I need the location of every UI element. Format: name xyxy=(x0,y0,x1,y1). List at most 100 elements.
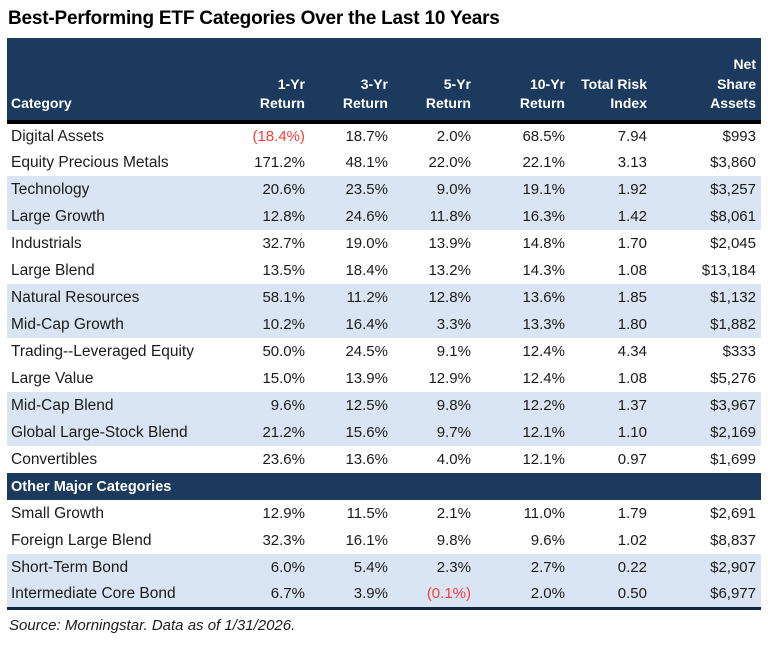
column-header-3-yr-return: 3-Yr Return xyxy=(310,38,393,124)
cell-total-risk-index: 1.10 xyxy=(570,419,652,446)
etf-performance-table: Category 1-Yr Return 3-Yr Return 5-Yr Return 1… xyxy=(7,38,761,610)
cell-category: Trading--Leveraged Equity xyxy=(11,342,194,360)
cell-3yr-return: 16.1% xyxy=(345,532,388,549)
cell-10yr-return: 14.3% xyxy=(522,262,565,279)
cell-1yr-return: 6.7% xyxy=(232,581,310,608)
cell-10yr-return: 2.7% xyxy=(476,554,570,581)
cell-net-share-assets: $2,907 xyxy=(652,554,761,581)
cell-net-share-assets: $1,882 xyxy=(652,311,761,338)
cell-3yr-return: 24.6% xyxy=(310,203,393,230)
table-row: Intermediate Core Bond 6.7% 3.9% (0.1%) 2.0%… xyxy=(7,581,761,608)
table-row: Foreign Large Blend 32.3% 16.1% 9.8% 9.6% 1.0… xyxy=(7,527,761,554)
cell-1yr-return: 6.0% xyxy=(232,554,310,581)
table-row: Technology 20.6% 23.5% 9.0% 19.1% 1.92 $3,257 xyxy=(7,176,761,203)
cell-category: Digital Assets xyxy=(11,127,105,145)
content: Best-Performing ETF Categories Over the … xyxy=(7,8,761,634)
cell-category: Large Growth xyxy=(7,203,232,230)
cell-total-risk-index: 1.02 xyxy=(617,532,647,549)
cell-1yr-return: 10.2% xyxy=(232,311,310,338)
cell-1yr-return: 20.6% xyxy=(232,176,310,203)
cell-net-share-assets: $333 xyxy=(722,343,756,360)
column-header-net-share-assets: Net Share Assets xyxy=(652,38,761,124)
cell-10yr-return: 12.4% xyxy=(522,343,565,360)
cell-3yr-return: 5.4% xyxy=(310,554,393,581)
table-row: Small Growth 12.9% 11.5% 2.1% 11.0% 1.79 $2,69… xyxy=(7,500,761,527)
table-row: Natural Resources 58.1% 11.2% 12.8% 13.6% 1.8… xyxy=(7,284,761,311)
cell-total-risk-index: 1.80 xyxy=(570,311,652,338)
cell-5yr-return: 9.7% xyxy=(393,419,476,446)
cell-3yr-return: 18.7% xyxy=(345,128,388,145)
cell-3yr-return: 48.1% xyxy=(345,154,388,171)
cell-5yr-return: (0.1%) xyxy=(393,581,476,608)
cell-category: Mid-Cap Growth xyxy=(7,311,232,338)
cell-5yr-return: 2.1% xyxy=(436,505,471,522)
cell-category: Convertibles xyxy=(11,450,98,468)
column-header-1-yr-return: 1-Yr Return xyxy=(232,38,310,124)
cell-1yr-return: 32.7% xyxy=(262,235,305,252)
cell-1yr-return: 13.5% xyxy=(262,262,305,279)
cell-5yr-return: 9.1% xyxy=(436,343,471,360)
cell-total-risk-index: 1.42 xyxy=(570,203,652,230)
cell-5yr-return: 13.9% xyxy=(428,235,471,252)
cell-category: Small Growth xyxy=(11,504,105,522)
cell-1yr-return: 12.9% xyxy=(262,505,305,522)
cell-category: Natural Resources xyxy=(7,284,232,311)
table-row: Large Growth 12.8% 24.6% 11.8% 16.3% 1.42 $8,0… xyxy=(7,203,761,230)
cell-3yr-return: 19.0% xyxy=(345,235,388,252)
cell-10yr-return: 13.3% xyxy=(476,311,570,338)
cell-3yr-return: 18.4% xyxy=(345,262,388,279)
cell-1yr-return: 171.2% xyxy=(254,154,305,171)
cell-net-share-assets: $2,691 xyxy=(710,505,756,522)
cell-10yr-return: 68.5% xyxy=(522,128,565,145)
cell-net-share-assets: $6,977 xyxy=(652,581,761,608)
section-header-row: Other Major Categories xyxy=(7,473,761,500)
cell-total-risk-index: 1.08 xyxy=(617,262,647,279)
cell-total-risk-index: 1.08 xyxy=(617,370,647,387)
cell-net-share-assets: $3,860 xyxy=(710,154,756,171)
table-row: Equity Precious Metals 171.2% 48.1% 22.0% 22… xyxy=(7,149,761,176)
cell-3yr-return: 11.2% xyxy=(310,284,393,311)
table-row: Convertibles 23.6% 13.6% 4.0% 12.1% 0.97 $1,69… xyxy=(7,446,761,473)
table-row: Short-Term Bond 6.0% 5.4% 2.3% 2.7% 0.22 $2,90… xyxy=(7,554,761,581)
cell-net-share-assets: $993 xyxy=(722,128,756,145)
cell-total-risk-index: 0.97 xyxy=(617,451,647,468)
cell-total-risk-index: 1.37 xyxy=(570,392,652,419)
cell-net-share-assets: $5,276 xyxy=(710,370,756,387)
cell-5yr-return: 9.8% xyxy=(436,532,471,549)
cell-10yr-return: 19.1% xyxy=(476,176,570,203)
cell-10yr-return: 12.1% xyxy=(522,451,565,468)
cell-3yr-return: 24.5% xyxy=(345,343,388,360)
cell-5yr-return: 12.9% xyxy=(428,370,471,387)
table-row: Mid-Cap Blend 9.6% 12.5% 9.8% 12.2% 1.37 $3,96… xyxy=(7,392,761,419)
cell-1yr-return: 21.2% xyxy=(232,419,310,446)
cell-category: Intermediate Core Bond xyxy=(7,581,232,608)
cell-5yr-return: 2.3% xyxy=(393,554,476,581)
cell-3yr-return: 13.6% xyxy=(345,451,388,468)
cell-5yr-return: 3.3% xyxy=(393,311,476,338)
cell-1yr-return: 23.6% xyxy=(262,451,305,468)
header-row: Category 1-Yr Return 3-Yr Return 5-Yr Return 1… xyxy=(7,38,761,124)
cell-total-risk-index: 0.50 xyxy=(570,581,652,608)
cell-net-share-assets: $8,061 xyxy=(652,203,761,230)
column-header-category: Category xyxy=(7,38,232,124)
cell-3yr-return: 12.5% xyxy=(310,392,393,419)
cell-1yr-return: 50.0% xyxy=(262,343,305,360)
cell-net-share-assets: $8,837 xyxy=(710,532,756,549)
cell-1yr-return: (18.4%) xyxy=(252,128,305,145)
table-row: Industrials 32.7% 19.0% 13.9% 14.8% 1.70 $2,04… xyxy=(7,230,761,257)
cell-net-share-assets: $1,132 xyxy=(652,284,761,311)
cell-5yr-return: 11.8% xyxy=(393,203,476,230)
cell-1yr-return: 12.8% xyxy=(232,203,310,230)
cell-net-share-assets: $1,699 xyxy=(710,451,756,468)
cell-3yr-return: 23.5% xyxy=(310,176,393,203)
cell-10yr-return: 11.0% xyxy=(523,505,565,522)
cell-10yr-return: 13.6% xyxy=(476,284,570,311)
cell-3yr-return: 11.5% xyxy=(346,505,388,522)
cell-category: Large Blend xyxy=(11,261,95,279)
cell-category: Mid-Cap Blend xyxy=(7,392,232,419)
cell-10yr-return: 9.6% xyxy=(530,532,565,549)
table-row: Large Value 15.0% 13.9% 12.9% 12.4% 1.08 $5,27… xyxy=(7,365,761,392)
cell-total-risk-index: 1.70 xyxy=(617,235,647,252)
cell-category: Large Value xyxy=(11,369,94,387)
